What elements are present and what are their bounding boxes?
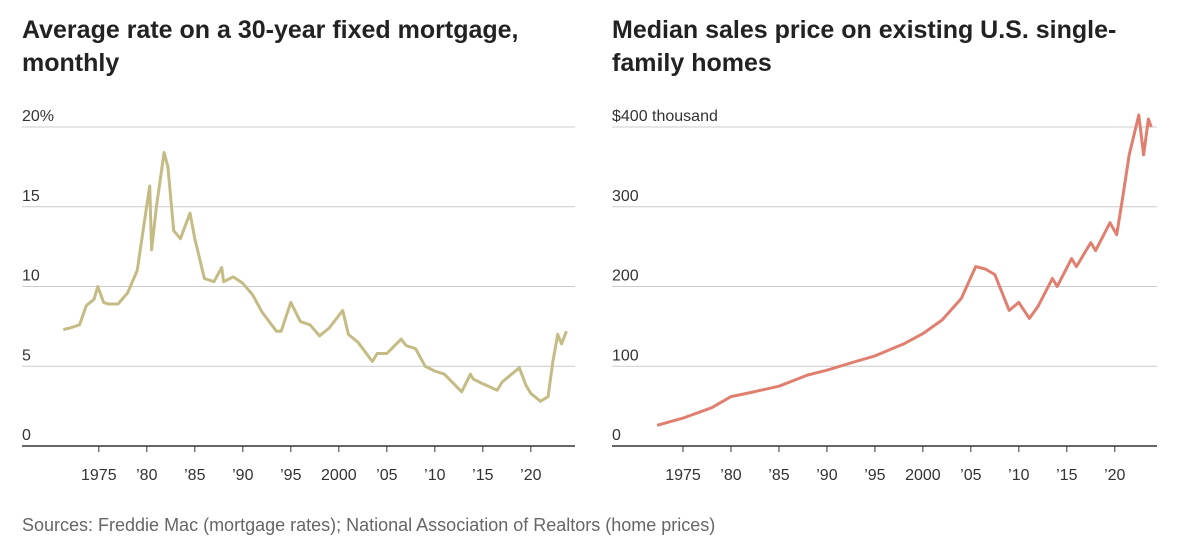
y-tick-label: 100 — [612, 347, 639, 364]
source-note: Sources: Freddie Mac (mortgage rates); N… — [22, 515, 716, 535]
x-tick-label: ’85 — [768, 467, 789, 484]
x-tick-label: 1975 — [81, 467, 117, 484]
x-tick-label: ’05 — [960, 467, 981, 484]
x-tick-label: ’85 — [184, 467, 205, 484]
x-tick-label: ’90 — [816, 467, 837, 484]
x-tick-label: 2000 — [321, 467, 357, 484]
x-tick-label: ’95 — [864, 467, 885, 484]
x-tick-label: ’05 — [376, 467, 397, 484]
y-tick-label: 15 — [22, 188, 40, 205]
series-line — [656, 113, 1153, 427]
x-tick-label: ’15 — [1056, 467, 1077, 484]
x-tick-label: ’95 — [280, 467, 301, 484]
y-tick-label: 10 — [22, 268, 40, 285]
y-tick-label: 0 — [612, 427, 621, 444]
y-tick-label: $400 thousand — [612, 108, 718, 125]
y-tick-label: 5 — [22, 347, 31, 364]
x-tick-label: ’80 — [136, 467, 157, 484]
chart-title: Average rate on a 30-year fixed mortgage… — [22, 16, 519, 77]
x-tick-label: ’90 — [232, 467, 253, 484]
chart-title: Median sales price on existing U.S. sing… — [612, 16, 1117, 77]
y-tick-label: 300 — [612, 188, 639, 205]
x-tick-label: ’80 — [720, 467, 741, 484]
series-line — [62, 151, 568, 403]
y-tick-label: 20% — [22, 108, 54, 125]
x-tick-label: ’20 — [1104, 467, 1125, 484]
x-tick-label: ’15 — [472, 467, 493, 484]
y-tick-label: 0 — [22, 427, 31, 444]
y-tick-label: 200 — [612, 268, 639, 285]
x-tick-label: ’10 — [1008, 467, 1029, 484]
x-tick-label: ’10 — [424, 467, 445, 484]
x-tick-label: 1975 — [665, 467, 701, 484]
x-tick-label: ’20 — [520, 467, 541, 484]
x-tick-label: 2000 — [905, 467, 941, 484]
